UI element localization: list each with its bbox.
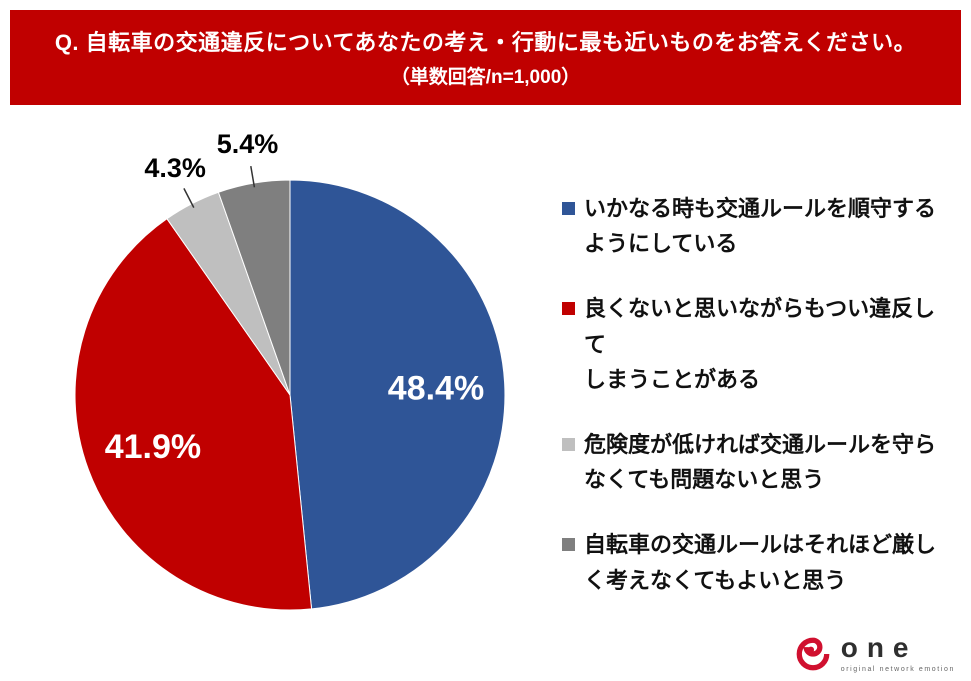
- legend-swatch-1: [562, 202, 575, 215]
- chart-area: 48.4% 41.9% 4.3% 5.4% いかなる時も交通ルールを順守する ようにして…: [0, 105, 971, 665]
- survey-result-page: Q. 自転車の交通違反についてあなたの考え・行動に最も近いものをお答えください。…: [0, 10, 971, 673]
- question-subtitle: （単数回答/n=1,000）: [390, 67, 581, 88]
- legend-label-3: 危険度が低ければ交通ルールを守ら なくても問題ないと思う: [584, 431, 937, 493]
- logo-brand: one: [840, 632, 918, 663]
- legend-item-2: 良くないと思いながらもつい違反して しまうことがある: [562, 291, 954, 397]
- leader-line-3: [183, 188, 195, 208]
- pie-label-1: 48.4%: [388, 370, 484, 408]
- legend-item-3: 危険度が低ければ交通ルールを守ら なくても問題ないと思う: [562, 427, 954, 497]
- pie-chart: 48.4% 41.9% 4.3% 5.4%: [74, 129, 506, 611]
- legend-item-1: いかなる時も交通ルールを順守する ようにしている: [562, 191, 954, 261]
- legend-label-4: 自転車の交通ルールはそれほど厳し く考えなくてもよいと思う: [584, 532, 937, 593]
- question-banner: Q. 自転車の交通違反についてあなたの考え・行動に最も近いものをお答えください。…: [10, 10, 961, 105]
- spiral-path: [796, 637, 830, 670]
- pie-label-2: 41.9%: [105, 428, 201, 466]
- legend-label-1: いかなる時も交通ルールを順守する ようにしている: [584, 196, 937, 257]
- one-logo: one original network emotion: [794, 634, 955, 673]
- question-title: Q. 自転車の交通違反についてあなたの考え・行動に最も近いものをお答えください。: [54, 30, 917, 55]
- legend-item-4: 自転車の交通ルールはそれほど厳し く考えなくてもよいと思う: [562, 527, 954, 597]
- legend-swatch-4: [562, 538, 575, 552]
- legend-swatch-2: [562, 302, 575, 316]
- logo-text: one original network emotion: [840, 632, 955, 674]
- legend-label-2: 良くないと思いながらもつい違反して しまうことがある: [584, 296, 936, 392]
- pie-label-3: 4.3%: [144, 153, 206, 183]
- pie-slice-2: [74, 218, 313, 611]
- legend: いかなる時も交通ルールを順守する ようにしている良くないと思いながらもつい違反して…: [562, 105, 954, 628]
- legend-swatch-3: [562, 437, 575, 451]
- pie-label-4: 5.4%: [217, 129, 279, 159]
- logo-tagline: original network emotion: [840, 666, 955, 673]
- pie-slice-1: [289, 179, 506, 610]
- one-logo-spiral-icon: [796, 637, 830, 670]
- leader-line-4: [250, 165, 256, 188]
- spiral-center-dot: [807, 646, 814, 653]
